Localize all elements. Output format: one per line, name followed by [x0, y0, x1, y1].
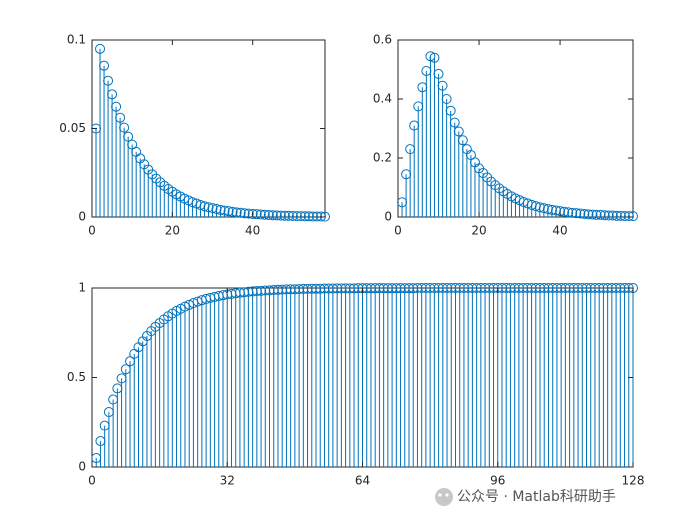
stem-marker — [123, 131, 134, 142]
stem-marker — [425, 51, 436, 62]
x-tick-label: 40 — [245, 224, 260, 238]
stem-marker — [315, 211, 326, 222]
stem-marker — [95, 43, 106, 54]
stem-marker — [571, 208, 582, 219]
stem-marker — [267, 210, 278, 221]
stem-marker — [534, 202, 545, 213]
stem-marker — [211, 204, 222, 215]
y-tick-label: 0.1 — [67, 33, 86, 47]
stem-marker — [271, 210, 282, 221]
axes-box — [397, 39, 634, 218]
stem-marker — [575, 208, 586, 219]
stem-marker — [295, 211, 306, 222]
stem-marker — [247, 208, 258, 219]
stem-marker — [599, 210, 610, 221]
stem-marker — [587, 209, 598, 220]
x-tick-label: 0 — [394, 224, 402, 238]
x-tick-label: 0 — [88, 474, 96, 488]
stem-marker — [538, 203, 549, 214]
x-tick-label: 96 — [490, 474, 505, 488]
watermark-icon — [435, 488, 453, 506]
stem-marker — [283, 210, 294, 221]
stem-marker — [287, 210, 298, 221]
stem-marker — [551, 205, 562, 216]
stem-marker — [530, 201, 541, 212]
stem-marker — [235, 207, 246, 218]
x-tick-label: 128 — [622, 474, 645, 488]
stem-marker — [433, 68, 444, 79]
stem-marker — [546, 204, 557, 215]
stem-marker — [239, 208, 250, 219]
stem-marker — [107, 89, 118, 100]
stem-marker — [429, 52, 440, 63]
stem-marker — [275, 210, 286, 221]
y-tick-label: 0 — [78, 210, 86, 224]
x-tick-label: 20 — [165, 224, 180, 238]
y-tick-label: 0 — [78, 460, 86, 474]
y-tick-label: 0.5 — [67, 370, 86, 384]
y-tick-label: 0.05 — [59, 121, 86, 135]
stem-marker — [607, 210, 618, 221]
stem-marker — [115, 112, 126, 123]
stem-marker — [457, 135, 468, 146]
stem-marker — [255, 209, 266, 220]
x-tick-label: 32 — [220, 474, 235, 488]
stem-marker — [231, 207, 242, 218]
x-tick-label: 64 — [355, 474, 370, 488]
stem-marker — [628, 211, 638, 222]
x-tick-label: 20 — [471, 224, 486, 238]
stem-marker — [579, 209, 590, 220]
stem-marker — [595, 209, 606, 220]
stem-marker — [219, 205, 230, 216]
axes-box — [91, 39, 326, 218]
stem-marker — [263, 210, 274, 221]
stem-marker — [437, 80, 448, 91]
stem-marker — [563, 207, 574, 218]
y-tick-label: 0.2 — [373, 151, 392, 165]
stem-marker — [215, 204, 226, 215]
stem-marker — [567, 207, 578, 218]
stem-marker — [111, 101, 122, 112]
stem-marker — [441, 94, 452, 104]
y-tick-label: 0.6 — [373, 33, 392, 47]
stem-marker — [119, 122, 130, 133]
stem-marker — [223, 206, 234, 217]
stem-marker — [103, 75, 114, 86]
stem-marker — [583, 209, 594, 220]
y-tick-label: 0.4 — [373, 92, 392, 106]
stem-marker — [445, 105, 456, 116]
stem-marker — [542, 204, 553, 215]
stem-marker — [99, 60, 110, 71]
stem-marker — [303, 211, 314, 222]
stem-marker — [227, 206, 238, 217]
watermark: 公众号 · Matlab科研助手 — [457, 489, 616, 505]
y-tick-label: 1 — [78, 281, 86, 295]
stem-marker — [259, 209, 270, 220]
y-tick-label: 0 — [384, 210, 392, 224]
stem-marker — [453, 126, 464, 137]
stem-marker — [207, 203, 218, 214]
x-tick-label: 40 — [552, 224, 567, 238]
stem-marker — [449, 117, 460, 128]
stem-marker — [203, 202, 214, 213]
stem-marker — [559, 206, 570, 217]
stem-marker — [199, 201, 210, 212]
stem-marker — [615, 210, 626, 221]
x-tick-label: 0 — [88, 224, 96, 238]
